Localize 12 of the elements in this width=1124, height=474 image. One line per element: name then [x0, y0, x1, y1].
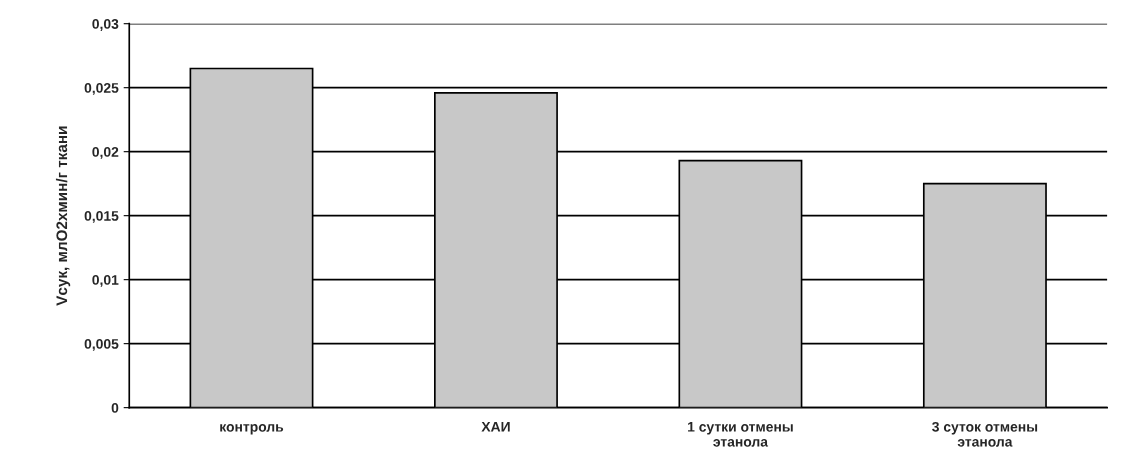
y-tick-label: 0,005	[84, 338, 119, 351]
y-tick-label: 0,02	[92, 147, 119, 159]
y-axis-title: Vсук, млО2хмин/г ткани	[55, 126, 71, 306]
y-tick-label: 0	[111, 402, 119, 413]
y-tick-label: 0,015	[84, 211, 119, 223]
x-tick-label: 1 сутки отмены этанола	[688, 422, 793, 447]
y-tick-label: 0,025	[84, 83, 119, 95]
y-tick-label: 0,01	[92, 274, 119, 287]
y-tick-label: 0,03	[92, 19, 119, 31]
x-tick-label: ХАИ	[481, 422, 510, 432]
x-tick-label: 3 суток отмены этанола	[932, 421, 1038, 447]
x-tick-label: контроль	[220, 424, 284, 435]
